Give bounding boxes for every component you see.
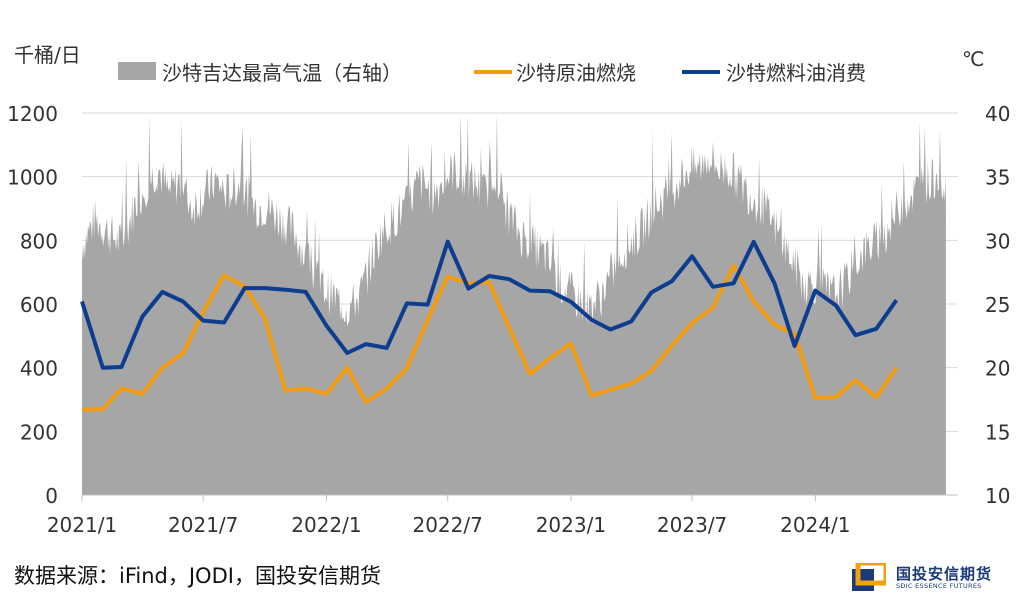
logo: 国投安信期货 SDIC ESSENCE FUTURES	[852, 561, 1002, 595]
y-right-tick-label: 20	[985, 357, 1010, 381]
y-right-tick-label: 35	[985, 166, 1010, 190]
logo-text-cn: 国投安信期货	[896, 565, 993, 583]
source-note: 数据来源：iFind，JODI，国投安信期货	[14, 564, 381, 588]
legend-label-temperature: 沙特吉达最高气温（右轴）	[162, 61, 402, 85]
legend: 沙特吉达最高气温（右轴） 沙特原油燃烧 沙特燃料油消费	[118, 61, 866, 85]
y-right-tick-label: 15	[985, 420, 1010, 444]
y-left-tick-label: 1200	[7, 102, 58, 126]
y-right-tick-label: 40	[985, 102, 1010, 126]
x-tick-label: 2022/1	[291, 513, 361, 537]
axes: 0 200 400 600 800 1000 1200 10 15 20 25 30 35 40 2021/…	[7, 102, 1010, 537]
x-tick-label: 2024/1	[780, 513, 850, 537]
y-left-tick-label: 600	[20, 293, 58, 317]
y-right-tick-label: 25	[985, 293, 1010, 317]
chart: 0 200 400 600 800 1000 1200 10 15 20 25 30 35 40 2021/…	[7, 43, 1010, 537]
series-lines	[80, 239, 899, 412]
left-axis-unit: 千桶/日	[14, 43, 81, 67]
y-left-tick-label: 0	[45, 484, 58, 508]
x-tick-label: 2022/7	[412, 513, 482, 537]
temperature-area	[82, 113, 946, 495]
right-axis-unit: ℃	[962, 47, 984, 71]
logo-mark-icon	[852, 563, 886, 591]
logo-text-en: SDIC ESSENCE FUTURES	[896, 582, 982, 590]
y-left-tick-label: 400	[20, 357, 58, 381]
y-right-tick-label: 30	[985, 229, 1010, 253]
x-tick-label: 2023/7	[657, 513, 727, 537]
legend-label-crude: 沙特原油燃烧	[516, 61, 636, 85]
y-left-tick-label: 200	[20, 420, 58, 444]
x-tick-label: 2021/1	[47, 513, 117, 537]
y-left-tick-label: 800	[20, 229, 58, 253]
x-tick-label: 2021/7	[168, 513, 238, 537]
y-right-tick-label: 10	[985, 484, 1010, 508]
x-tick-label: 2023/1	[536, 513, 606, 537]
legend-swatch-temperature	[118, 62, 156, 80]
y-left-tick-label: 1000	[7, 166, 58, 190]
legend-label-fueloil: 沙特燃料油消费	[726, 61, 866, 85]
